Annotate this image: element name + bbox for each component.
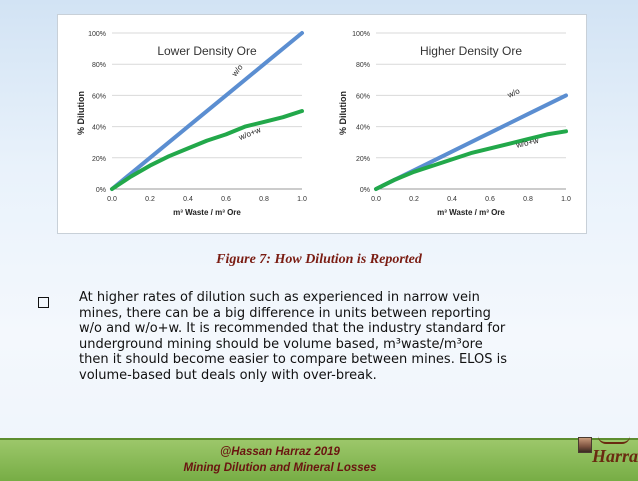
logo-text: Harraz [592,446,638,466]
y-axis-label: % Dilution [338,91,348,135]
figure-frame: 0% 20% 40% 60% 80% 100% 0.0 0.2 0.4 0.6 0.8 1.0 m³ W… [57,14,587,234]
x-tick-label: 1.0 [297,196,307,203]
author-photo-icon [578,437,592,453]
y-tick-label: 80% [356,62,370,69]
arabic-script-icon [598,430,630,444]
y-tick-label: 40% [92,125,106,132]
y-tick-label: 100% [352,31,370,38]
body-line: then it should become easier to compare … [79,352,507,368]
y-tick-label: 100% [88,31,106,38]
y-tick-label: 60% [92,93,106,100]
x-tick-label: 0.4 [447,196,457,203]
series-line-w-o-plus-w [374,129,568,191]
footer-bar: @Hassan Harraz 2019 Mining Dilution and … [0,438,638,481]
y-tick-label: 20% [92,156,106,163]
y-axis-label: % Dilution [76,91,86,135]
series-label: w/o [505,86,521,100]
x-tick-label: 1.0 [561,196,571,203]
body-line: At higher rates of dilution such as expe… [79,290,480,305]
x-tick-label: 0.0 [371,196,381,203]
dilution-charts: 0% 20% 40% 60% 80% 100% 0.0 0.2 0.4 0.6 0.8 1.0 m³ W… [76,31,571,217]
bullet-square-icon [38,297,49,308]
harraz-logo: Harraz [572,428,638,479]
footer-author: @Hassan Harraz 2019 [220,446,340,458]
figure-caption: Figure 7: How Dilution is Reported [216,252,422,267]
x-tick-label: 0.6 [221,196,231,203]
body-line: volume-based but deals only with over-br… [79,367,377,383]
footer-title: Mining Dilution and Mineral Losses [183,462,377,474]
y-tick-label: 80% [92,62,106,69]
series-line-w-o-plus-w [110,109,304,191]
series-label: w/o [229,62,245,79]
y-tick-label: 60% [356,93,370,100]
body-paragraph: At higher rates of dilution such as expe… [79,290,599,384]
x-tick-label: 0.6 [485,196,495,203]
x-tick-label: 0.0 [107,196,117,203]
x-tick-label: 0.8 [259,196,269,203]
y-tick-label: 40% [356,125,370,132]
chart-title: Lower Density Ore [157,44,257,58]
body-line: mines, there can be a big difference in … [79,305,491,321]
series-line-w-o [110,31,304,191]
x-tick-label: 0.2 [409,196,419,203]
y-tick-label: 0% [96,187,106,194]
body-line: underground mining should be volume base… [79,336,483,352]
series-label: w/o+w [514,136,540,150]
body-line: w/o and w/o+w. It is recommended that th… [79,321,506,337]
x-axis-label: m³ Waste / m³ Ore [173,208,241,217]
x-tick-label: 0.4 [183,196,193,203]
x-axis-label: m³ Waste / m³ Ore [437,208,505,217]
x-tick-label: 0.2 [145,196,155,203]
y-tick-label: 0% [360,187,370,194]
chart-title: Higher Density Ore [420,44,522,58]
y-tick-label: 20% [356,156,370,163]
x-tick-label: 0.8 [523,196,533,203]
